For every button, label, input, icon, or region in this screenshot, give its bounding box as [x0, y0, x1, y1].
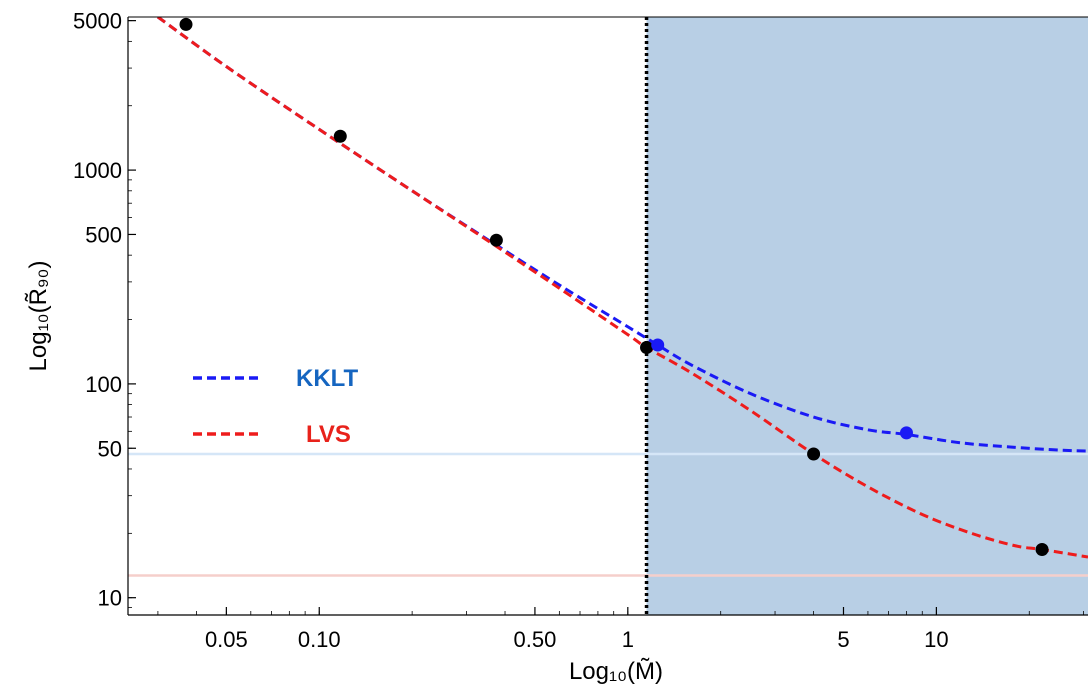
- y-tick-label-4: 1000: [73, 158, 122, 183]
- y-tick-label-3: 500: [85, 222, 122, 247]
- marker-layer: [179, 17, 1049, 557]
- data-point-5: [899, 426, 913, 440]
- y-tick-label-2: 100: [85, 372, 122, 397]
- x-tick-label-2: 0.50: [514, 627, 557, 652]
- background-layer: [128, 17, 1088, 615]
- data-point-0: [179, 17, 193, 31]
- axes-layer: [127, 16, 1088, 616]
- data-point-3: [640, 340, 654, 354]
- data-point-4: [651, 338, 665, 352]
- x-tick-label-0: 0.05: [205, 627, 248, 652]
- x-tick-label-3: 1: [622, 627, 634, 652]
- legend: KKLT LVS: [193, 365, 359, 448]
- data-point-1: [333, 129, 347, 143]
- x-axis-label: Log₁₀(M̃): [569, 658, 663, 685]
- series-line-lvs: [157, 17, 1088, 559]
- x-tick-label-5: 10: [924, 627, 948, 652]
- data-point-6: [807, 447, 821, 461]
- ticks-layer: 0.05 0.10 0.50 1 5 10 10 50 100 500 1000 5000: [73, 9, 1085, 652]
- series-layer: [157, 17, 1088, 559]
- data-point-7: [1035, 543, 1049, 557]
- y-tick-label-5: 5000: [73, 9, 122, 34]
- legend-label-lvs: LVS: [306, 421, 351, 448]
- y-tick-label-0: 10: [98, 586, 122, 611]
- x-tick-label-4: 5: [837, 627, 849, 652]
- x-tick-label-1: 0.10: [298, 627, 341, 652]
- shaded-region: [646, 17, 1088, 615]
- legend-label-kklt: KKLT: [296, 365, 359, 392]
- data-point-2: [489, 233, 503, 247]
- y-axis-label: Log₁₀(R̃₉₀): [25, 261, 52, 372]
- y-tick-label-1: 50: [98, 436, 122, 461]
